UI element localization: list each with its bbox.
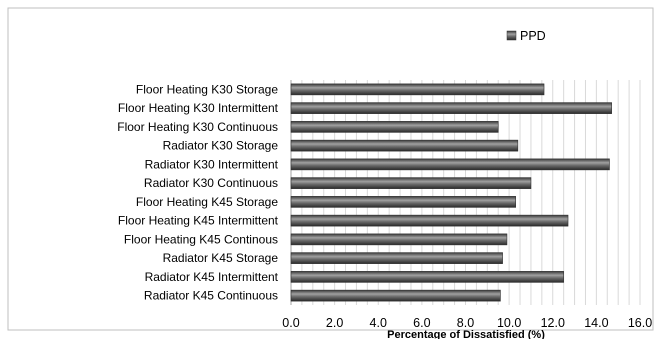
category-label: Radiator K30 Storage [163,139,279,153]
bar [290,214,569,227]
category-label: Radiator K45 Intermittent [145,270,279,284]
legend-label: PPD [520,29,546,43]
bar [290,252,503,264]
category-label: Floor Heating K45 Intermittent [118,214,279,228]
bar [290,158,610,171]
x-tick-label: 14.0 [584,316,608,330]
bar [290,289,501,302]
x-tick-labels: 0.0 2.0 4.0 6.0 8.0 10.0 12.0 14.0 16.0 [282,316,652,330]
category-label: Radiator K30 Intermittent [145,157,279,171]
category-label: Floor Heating K45 Storage [136,195,278,209]
bar [290,177,532,189]
x-tick-label: 16.0 [628,316,652,330]
bar [290,121,499,133]
bar [290,102,612,114]
x-tick-label: 6.0 [413,316,430,330]
category-label: Floor Heating K30 Storage [136,82,278,96]
category-label: Radiator K45 Continuous [144,289,278,303]
bar [290,233,508,246]
legend-swatch [506,30,517,41]
category-label: Floor Heating K45 Continous [124,232,278,246]
category-label: Radiator K45 Storage [163,251,279,265]
bar [290,83,545,96]
x-tick-label: 10.0 [497,316,521,330]
bar [290,271,564,283]
bar [290,196,516,208]
category-label: Floor Heating K30 Intermittent [118,101,279,115]
legend: PPD [506,29,546,43]
bar [290,139,519,152]
category-label: Floor Heating K30 Continuous [117,120,278,134]
x-tick-label: 2.0 [326,316,343,330]
category-labels: Floor Heating K30 Storage Floor Heating K… [117,82,278,302]
x-tick-label: 0.0 [282,316,299,330]
x-tick-label: 12.0 [541,316,565,330]
bar-layer [290,83,612,302]
x-tick-label: 4.0 [370,316,387,330]
x-tick-label: 8.0 [457,316,474,330]
x-axis-title: Percentage of Dissatisfied (%) [387,329,545,339]
grid-layer [290,80,641,305]
category-label: Radiator K30 Continuous [144,176,278,190]
